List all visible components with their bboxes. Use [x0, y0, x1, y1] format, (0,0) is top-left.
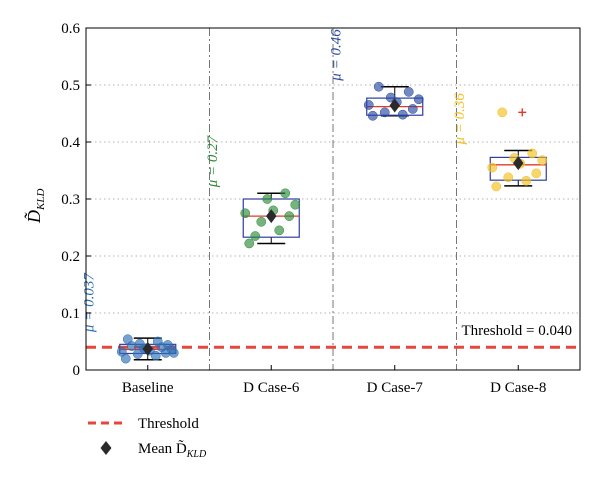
data-point — [363, 100, 374, 110]
data-point — [256, 216, 267, 227]
data-point — [240, 208, 251, 219]
y-tick-label: 0.1 — [61, 306, 80, 322]
x-axis-ticks: Baseline D Case-6 D Case-7 D Case-8 — [122, 365, 546, 396]
data-point — [403, 86, 414, 97]
data-point — [290, 199, 301, 210]
y-tick-label: 0.6 — [61, 21, 80, 37]
y-tick-label: 0.2 — [61, 249, 80, 265]
y-axis-label-main: D̃ — [24, 210, 44, 224]
data-point — [168, 348, 179, 358]
y-tick-label: 0 — [73, 363, 81, 379]
data-point — [162, 340, 173, 350]
y-tick-label: 0.5 — [61, 78, 80, 94]
data-point — [537, 155, 548, 166]
legend-mean-swatch — [100, 441, 112, 455]
box-group-4: μ = 0.36 — [452, 93, 548, 192]
data-point — [491, 181, 502, 192]
data-point — [413, 94, 424, 105]
data-point — [503, 172, 514, 183]
mean-marker — [513, 156, 524, 171]
mean-annotation: μ = 0.037 — [82, 272, 98, 333]
legend-mean-label: Mean D̃KLD — [138, 440, 207, 460]
data-point — [397, 109, 408, 120]
box-group-3: μ = 0.46 — [329, 29, 424, 121]
mean-annotation: μ = 0.36 — [452, 93, 468, 146]
x-tick-label: Baseline — [122, 380, 174, 396]
y-tick-label: 0.3 — [61, 192, 80, 208]
threshold-annotation: Threshold = 0.040 — [461, 323, 572, 339]
mean-marker — [142, 341, 153, 356]
data-point — [379, 107, 390, 118]
data-point — [373, 81, 384, 92]
data-point — [487, 162, 498, 173]
y-axis-label: D̃KLD — [24, 189, 47, 224]
box-group-2: μ = 0.27 — [205, 134, 301, 249]
data-point — [497, 107, 508, 118]
data-point — [385, 92, 396, 103]
y-axis-ticks: 0 0.1 0.2 0.3 0.4 0.5 0.6 — [61, 21, 91, 379]
data-point — [274, 225, 285, 236]
y-axis-label-sub: KLD — [35, 189, 47, 211]
mean-marker — [266, 209, 277, 224]
mean-annotation: μ = 0.27 — [205, 134, 221, 188]
data-point — [244, 238, 255, 249]
data-point — [250, 231, 261, 241]
box-group-1: μ = 0.037 — [82, 272, 179, 364]
x-tick-label: D Case-6 — [243, 380, 300, 396]
x-tick-label: D Case-8 — [490, 380, 546, 396]
data-point — [521, 175, 532, 186]
data-point — [531, 168, 542, 179]
data-point — [280, 188, 291, 199]
x-tick-label: D Case-7 — [367, 380, 424, 396]
outlier-marker — [518, 108, 527, 117]
legend: Threshold Mean D̃KLD — [88, 416, 207, 460]
legend-mean-label-sub: KLD — [186, 449, 207, 460]
data-point — [367, 110, 378, 121]
data-point — [262, 194, 273, 204]
mean-marker — [389, 98, 400, 113]
data-point — [527, 148, 538, 159]
data-point — [152, 336, 163, 347]
data-point — [407, 104, 418, 114]
legend-mean-label-main: Mean D̃ — [138, 440, 187, 457]
mean-annotation: μ = 0.46 — [329, 29, 345, 82]
box-groups: μ = 0.037 μ = 0.27 μ = 0.46 μ = 0.36 — [82, 29, 548, 364]
data-point — [116, 346, 127, 357]
category-dividers — [209, 28, 457, 370]
data-point — [122, 334, 133, 345]
data-point — [284, 211, 295, 221]
legend-threshold-label: Threshold — [138, 416, 199, 432]
y-tick-label: 0.4 — [61, 135, 80, 151]
data-point — [132, 349, 143, 359]
